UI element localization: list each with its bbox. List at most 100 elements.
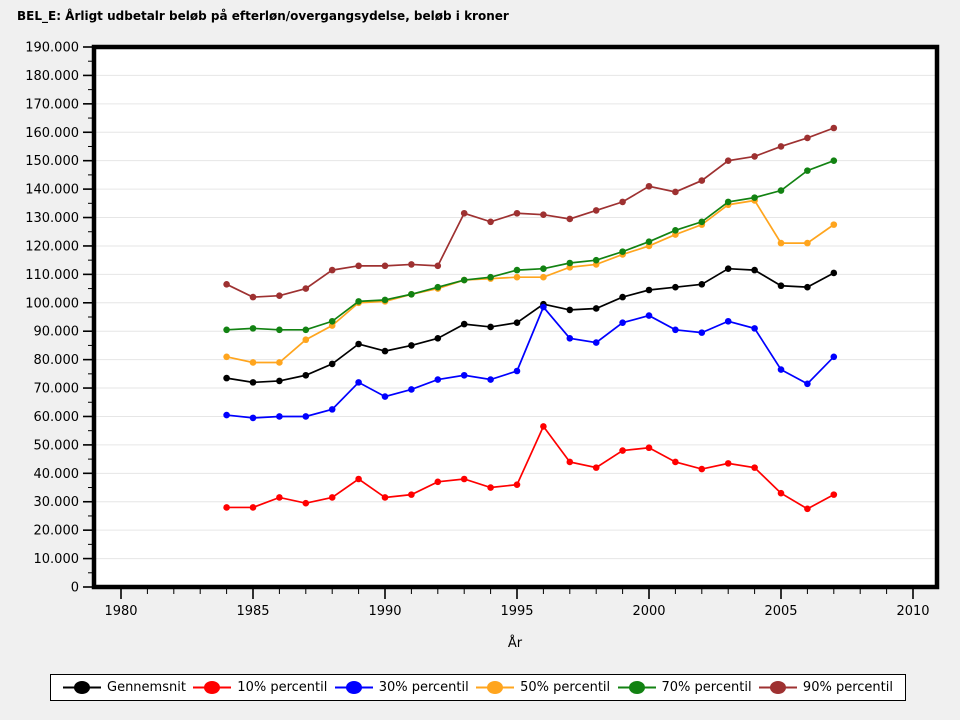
legend-item-70-percentil: 70% percentil <box>617 680 752 695</box>
legend-marker-icon <box>617 681 656 694</box>
data-point <box>249 293 257 301</box>
data-point <box>619 319 626 326</box>
data-point <box>408 386 415 393</box>
data-point <box>460 276 468 284</box>
y-tick-label: 30.000 <box>34 495 80 510</box>
data-point <box>830 269 838 277</box>
data-point <box>645 312 653 319</box>
x-tick-label: 1995 <box>500 604 533 619</box>
series-line-70-percentil <box>226 159 835 331</box>
legend-item-label: 30% percentil <box>378 680 469 695</box>
data-point <box>302 499 310 507</box>
data-point <box>513 319 521 326</box>
series-line-30-percentil <box>226 305 835 419</box>
data-point <box>645 238 653 245</box>
data-point <box>540 303 547 311</box>
data-point <box>513 266 521 274</box>
x-axis-title: År <box>507 636 523 651</box>
plot-area <box>94 47 937 587</box>
legend-item-90-percentil: 90% percentil <box>758 680 893 695</box>
plot-frame <box>91 44 940 590</box>
data-point <box>355 340 362 348</box>
data-point <box>381 393 389 400</box>
data-point <box>223 353 230 361</box>
data-point <box>328 317 336 325</box>
data-point <box>566 335 574 342</box>
data-point <box>302 285 310 292</box>
x-tick-label: 1980 <box>104 604 137 619</box>
data-point <box>460 320 468 328</box>
data-point <box>777 366 785 373</box>
data-point <box>698 281 706 288</box>
legend-marker-icon <box>476 681 515 694</box>
data-point <box>328 266 336 274</box>
legend-item-gennemsnit: Gennemsnit <box>63 680 186 695</box>
y-tick-label: 40.000 <box>34 467 80 482</box>
y-tick-label: 120.000 <box>25 239 79 254</box>
data-point <box>592 339 600 346</box>
data-point <box>513 209 521 217</box>
data-point <box>751 464 758 471</box>
y-tick-label: 10.000 <box>34 552 80 567</box>
data-point <box>777 239 785 247</box>
data-point <box>540 211 547 218</box>
data-point <box>223 281 230 288</box>
data-point <box>223 504 230 511</box>
data-point <box>249 325 257 332</box>
data-point <box>777 187 785 194</box>
legend: Gennemsnit 10% percentil 30% percentil 50% … <box>50 674 906 701</box>
x-tick-label: 2000 <box>632 604 665 619</box>
data-point <box>830 157 838 164</box>
data-point <box>276 359 283 366</box>
data-point <box>249 414 257 422</box>
data-point <box>355 379 362 386</box>
data-point <box>724 265 732 272</box>
data-point <box>434 335 442 342</box>
data-point <box>698 465 706 473</box>
y-tick-label: 0 <box>71 581 79 596</box>
data-point <box>355 298 362 305</box>
data-point <box>672 283 679 291</box>
data-point <box>434 283 442 291</box>
data-point <box>408 261 415 268</box>
y-tick-label: 20.000 <box>34 524 80 539</box>
legend-marker-icon <box>758 681 797 694</box>
series-line-10-percentil <box>226 424 835 510</box>
y-tick-label: 130.000 <box>25 211 79 226</box>
data-point <box>355 475 362 483</box>
data-point <box>619 293 626 301</box>
data-point <box>751 266 758 274</box>
data-point <box>830 353 838 361</box>
data-point <box>566 259 574 267</box>
data-point <box>223 411 230 419</box>
y-tick-label: 90.000 <box>34 325 80 340</box>
data-point <box>355 262 362 270</box>
data-point <box>645 286 653 294</box>
series-line-gennemsnit <box>226 267 835 384</box>
data-point <box>566 306 574 314</box>
data-point <box>276 377 283 385</box>
legend-item-30-percentil: 30% percentil <box>334 680 469 695</box>
data-point <box>698 177 706 184</box>
data-point <box>513 367 521 375</box>
legend-marker-icon <box>63 681 101 694</box>
data-point <box>513 481 521 488</box>
series-line-90-percentil <box>226 127 835 298</box>
legend-marker-icon <box>193 681 232 694</box>
y-tick-label: 160.000 <box>25 126 79 141</box>
data-point <box>381 494 389 501</box>
data-point <box>804 239 811 247</box>
x-tick-label: 1985 <box>236 604 269 619</box>
series-line-50-percentil <box>226 199 835 364</box>
data-point <box>619 447 626 454</box>
legend-item-label: 50% percentil <box>520 680 611 695</box>
data-point <box>804 167 811 174</box>
y-tick-label: 190.000 <box>25 41 79 56</box>
data-point <box>302 413 310 420</box>
data-point <box>249 359 257 366</box>
data-point <box>724 460 732 467</box>
data-point <box>592 207 600 214</box>
data-point <box>434 376 442 383</box>
y-tick-label: 180.000 <box>25 69 79 84</box>
data-point <box>672 188 679 196</box>
